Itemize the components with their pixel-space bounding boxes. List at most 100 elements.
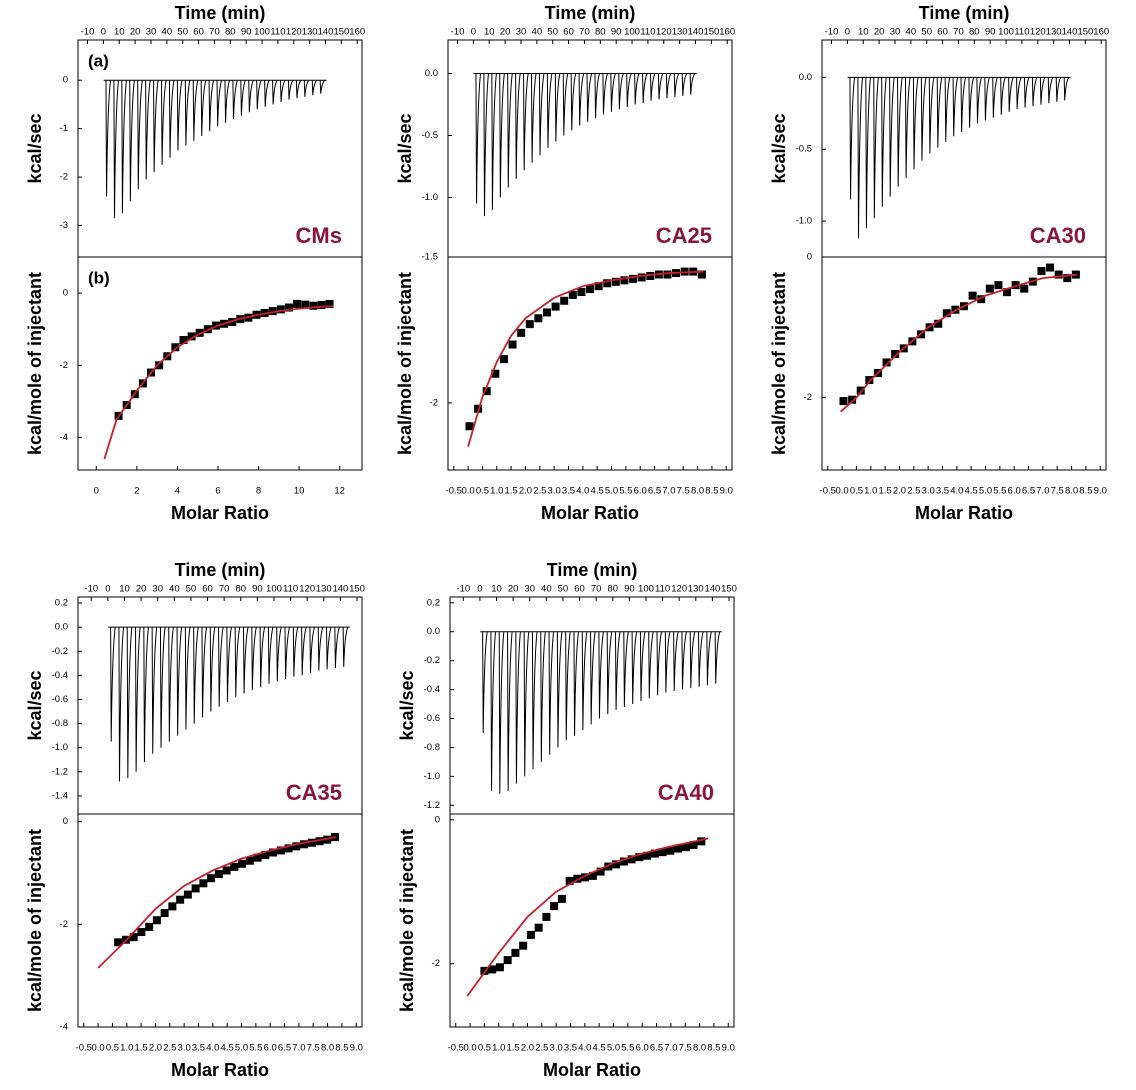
- x-tick-label: 8.0: [321, 1043, 334, 1054]
- injection-peak: [498, 631, 505, 794]
- injection-peak: [648, 631, 654, 699]
- x-tick-label: 8.0: [693, 1043, 706, 1054]
- injection-peak: [515, 73, 521, 179]
- x-tick-label: 3.5: [564, 1043, 577, 1054]
- injection-peak: [614, 631, 621, 710]
- injection-peak: [319, 79, 326, 94]
- x-tick-label: 130: [302, 27, 318, 38]
- y-tick-label: 0.0: [427, 626, 440, 637]
- x-tick-label: 50: [177, 27, 188, 38]
- data-point: [619, 857, 628, 866]
- data-point: [152, 916, 161, 925]
- injection-peak: [540, 631, 546, 762]
- injection-peak: [936, 77, 943, 148]
- y-tick-label: 0: [807, 252, 812, 263]
- injection-peak: [201, 627, 208, 718]
- x-tick-label: 6.0: [634, 486, 647, 497]
- x-tick-label: 3.0: [922, 486, 935, 497]
- injection-peak: [276, 627, 282, 682]
- y-tick-label: -1.0: [796, 216, 812, 227]
- x-tick-label: -0.5: [76, 1043, 92, 1054]
- injection-peak: [928, 77, 935, 154]
- x-tick-label: 4.5: [593, 1043, 606, 1054]
- data-point: [482, 387, 491, 396]
- x-axis-label: Time (min): [545, 3, 636, 23]
- x-tick-label: 20: [508, 584, 519, 595]
- x-tick-label: 100: [266, 584, 282, 595]
- x-tick-label: 80: [969, 27, 980, 38]
- injection-peak: [264, 79, 270, 107]
- x-tick-label: -10: [81, 27, 95, 38]
- x-tick-label: 3.0: [550, 1043, 563, 1054]
- x-tick-label: 3.5: [192, 1043, 205, 1054]
- data-point: [276, 305, 285, 314]
- injection-peak: [192, 80, 199, 141]
- x-tick-label: 30: [890, 27, 901, 38]
- injection-peak: [287, 79, 294, 100]
- injection-peak: [515, 631, 521, 784]
- injection-peak: [530, 73, 537, 163]
- x-tick-label: 90: [611, 27, 622, 38]
- injection-peak: [665, 73, 672, 99]
- injection-peak: [232, 80, 238, 119]
- injection-peak: [326, 626, 332, 670]
- injection-peak: [1000, 77, 1006, 115]
- injection-peak: [267, 627, 274, 684]
- x-tick-label: 60: [574, 584, 585, 595]
- injection-peak: [279, 79, 286, 103]
- x-tick-label: 2.0: [519, 486, 532, 497]
- data-point: [191, 884, 200, 893]
- data-point: [577, 288, 586, 297]
- x-tick-label: 0.5: [476, 486, 489, 497]
- x-tick-label: 140: [1062, 27, 1078, 38]
- x-tick-label: -10: [451, 27, 465, 38]
- y-tick-label: -4: [60, 432, 68, 443]
- x-tick-label: 6.0: [264, 1043, 277, 1054]
- x-tick-label: 5.5: [619, 486, 632, 497]
- plot-frame: [821, 256, 1107, 471]
- y-tick-label: -0.2: [424, 655, 440, 666]
- x-tick-label: 8.0: [691, 486, 704, 497]
- injection-peak: [590, 631, 596, 725]
- injection-peak: [681, 73, 688, 96]
- x-tick-label: 1.5: [879, 486, 892, 497]
- x-tick-label: 30: [146, 27, 157, 38]
- y-axis-label: kcal/mole of injectant: [25, 272, 45, 455]
- data-point: [968, 291, 977, 300]
- x-tick-label: 5.0: [605, 486, 618, 497]
- injection-peak: [482, 631, 488, 733]
- x-tick-label: -0.5: [446, 486, 462, 497]
- injection-peak: [548, 631, 555, 755]
- data-point: [292, 842, 301, 851]
- data-point: [611, 277, 620, 286]
- data-point: [187, 332, 196, 341]
- x-tick-label: 4.5: [965, 486, 978, 497]
- x-tick-label: 9.0: [720, 486, 733, 497]
- y-tick-label: 0.0: [55, 622, 68, 633]
- x-tick-label: 50: [921, 27, 932, 38]
- data-point: [214, 870, 223, 879]
- x-tick-label: 140: [332, 584, 348, 595]
- data-point: [245, 856, 254, 865]
- injection-peak: [153, 80, 159, 173]
- x-tick-label: 0.5: [478, 1043, 491, 1054]
- x-tick-label: 8.5: [707, 1043, 720, 1054]
- injection-peak: [664, 631, 671, 693]
- y-axis-label: kcal/sec: [25, 113, 45, 183]
- injection-peak: [639, 631, 646, 702]
- x-tick-label: 6.5: [648, 486, 661, 497]
- sample-label: CA35: [286, 780, 342, 805]
- data-point: [839, 397, 848, 406]
- x-tick-label: 120: [299, 584, 315, 595]
- x-tick-label: 100: [638, 584, 654, 595]
- injection-peak: [944, 77, 951, 143]
- x-tick-label: 40: [162, 27, 173, 38]
- injection-peak: [1008, 77, 1014, 112]
- x-tick-label: 130: [672, 27, 688, 38]
- y-tick-label: -2: [60, 360, 68, 371]
- data-point: [168, 902, 177, 911]
- x-axis-label: Time (min): [175, 560, 266, 580]
- data-point: [284, 303, 293, 312]
- injection-peak: [546, 73, 553, 148]
- plot-frame: [447, 256, 733, 471]
